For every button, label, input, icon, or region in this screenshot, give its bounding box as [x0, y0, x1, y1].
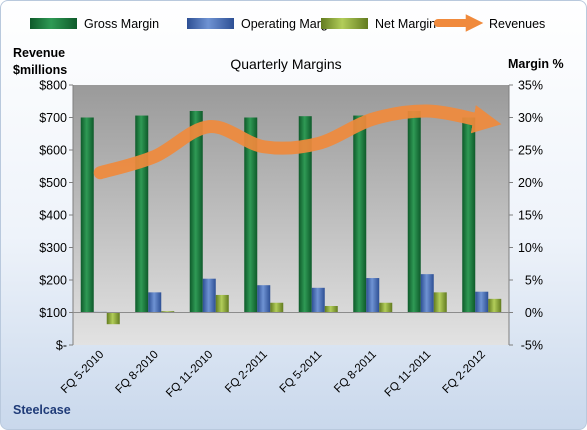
- left-tick-label: $800: [39, 79, 67, 93]
- legend-swatch-net-margin: [321, 18, 368, 29]
- bar-gross-margin: [353, 115, 367, 313]
- right-axis-ticks: -5% 0% 5% 10% 15% 20% 25% 30% 35%: [509, 79, 543, 353]
- x-tick-label: FQ 11-2010: [164, 349, 215, 400]
- x-tick-label: FQ 8-2010: [114, 349, 161, 396]
- bar-net-margin: [324, 306, 338, 313]
- bar-net-margin: [433, 292, 447, 313]
- legend-item-gross-margin: Gross Margin: [30, 17, 159, 31]
- bar-operating-margin: [257, 285, 271, 313]
- right-tick-label: 30%: [518, 111, 543, 125]
- bar-gross-margin: [298, 116, 312, 313]
- legend-label-gross-margin: Gross Margin: [84, 17, 159, 31]
- bar-operating-margin: [202, 278, 216, 313]
- x-axis-ticks: FQ 5-2010 FQ 8-2010 FQ 11-2010 FQ 2-2011 FQ …: [59, 349, 488, 400]
- legend-item-operating-margin: Operating Margin: [187, 17, 338, 31]
- left-axis-ticks: $- $100 $200 $300 $400 $500 $600 $700 $800: [39, 79, 73, 353]
- bars-layer: [80, 111, 502, 325]
- x-tick-label: FQ 5-2010: [59, 349, 106, 396]
- bar-gross-margin: [462, 117, 476, 313]
- x-tick-label: FQ 2-2011: [223, 349, 270, 396]
- right-tick-label: 10%: [518, 241, 543, 255]
- bar-net-margin: [106, 312, 120, 325]
- bar-operating-margin: [148, 292, 162, 313]
- bar-net-margin: [161, 311, 175, 313]
- right-tick-label: 20%: [518, 176, 543, 190]
- bar-gross-margin: [407, 111, 421, 313]
- x-tick-label: FQ 8-2011: [332, 349, 379, 396]
- left-tick-label: $100: [39, 306, 67, 320]
- left-axis-title-line2: $millions: [13, 63, 67, 77]
- legend-item-net-margin: Net Margin: [321, 17, 436, 31]
- left-tick-label: $400: [39, 209, 67, 223]
- x-tick-label: FQ 5-2011: [278, 349, 325, 396]
- right-tick-label: 5%: [525, 274, 543, 288]
- bar-gross-margin: [135, 115, 149, 313]
- left-tick-label: $600: [39, 144, 67, 158]
- bar-operating-margin: [475, 291, 489, 313]
- left-tick-label: $-: [56, 339, 67, 353]
- right-tick-label: -5%: [521, 339, 543, 353]
- left-tick-label: $500: [39, 176, 67, 190]
- right-axis-title: Margin %: [508, 57, 564, 71]
- legend-swatch-operating-margin: [187, 18, 234, 29]
- right-tick-label: 25%: [518, 144, 543, 158]
- right-tick-label: 35%: [518, 79, 543, 93]
- bar-gross-margin: [80, 117, 94, 313]
- bar-net-margin: [488, 298, 502, 313]
- legend-label-operating-margin: Operating Margin: [241, 17, 338, 31]
- left-tick-label: $200: [39, 274, 67, 288]
- bar-net-margin: [379, 302, 393, 313]
- bar-gross-margin: [244, 117, 258, 313]
- x-tick-label: FQ 2-2012: [441, 349, 488, 396]
- bar-operating-margin: [420, 274, 434, 313]
- bar-gross-margin: [189, 111, 203, 313]
- legend-swatch-gross-margin: [30, 18, 77, 29]
- bar-net-margin: [215, 294, 229, 313]
- revenues-line-layer: [93, 104, 502, 180]
- legend-label-revenues: Revenues: [489, 17, 545, 31]
- revenues-line: [93, 104, 502, 180]
- legend: Gross Margin Operating Margin Net Margin…: [30, 14, 545, 32]
- right-tick-label: 0%: [525, 306, 543, 320]
- chart-title: Quarterly Margins: [230, 56, 341, 72]
- legend-item-revenues: Revenues: [434, 14, 545, 32]
- bar-operating-margin: [311, 287, 325, 313]
- bar-net-margin: [270, 302, 284, 313]
- left-tick-label: $300: [39, 241, 67, 255]
- right-tick-label: 15%: [518, 209, 543, 223]
- left-tick-label: $700: [39, 111, 67, 125]
- legend-label-net-margin: Net Margin: [375, 17, 436, 31]
- company-label: Steelcase: [13, 403, 71, 417]
- left-axis-title-line1: Revenue: [13, 46, 65, 60]
- bar-operating-margin: [366, 278, 380, 313]
- x-tick-label: FQ 11-2011: [383, 349, 434, 400]
